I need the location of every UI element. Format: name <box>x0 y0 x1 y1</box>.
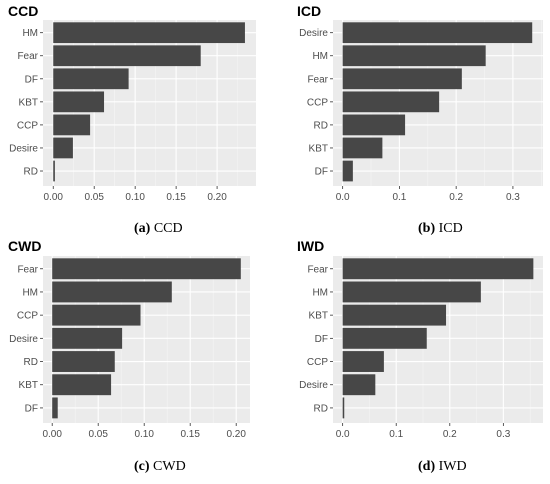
bar-df <box>52 397 58 419</box>
bar-ccp <box>52 304 141 326</box>
bar-ccp <box>342 91 440 113</box>
chart-panel-4: IWD Fear HM KBT DF CCP Desire RD 0.0 0.1 0.2 0.3 (d)… <box>297 238 543 474</box>
caption-text: CWD <box>150 459 186 474</box>
y-tick-label: Fear <box>17 264 38 275</box>
bar-fear <box>342 68 462 90</box>
x-tick-label: 0.3 <box>496 429 510 440</box>
bar-kbt <box>342 137 383 159</box>
bar-df <box>53 68 129 90</box>
caption-text: IWD <box>435 459 467 474</box>
x-tick-label: 0.15 <box>180 429 200 440</box>
bar-rd <box>53 160 55 182</box>
bar-desire <box>53 137 73 159</box>
caption-text: CCD <box>150 221 182 236</box>
y-tick-label: CCP <box>307 357 328 368</box>
bar-fear <box>53 45 201 67</box>
y-tick-label: DF <box>315 334 328 345</box>
x-tick-label: 0.1 <box>389 429 403 440</box>
y-tick-label: HM <box>22 28 38 39</box>
bar-desire <box>52 327 123 349</box>
y-tick-label: HM <box>312 51 328 62</box>
x-tick-label: 0.15 <box>166 192 186 203</box>
bar-hm <box>342 45 486 67</box>
caption-tag: (c) <box>134 459 150 474</box>
x-tick-label: 0.10 <box>134 429 154 440</box>
bar-fear <box>52 258 241 280</box>
x-tick-label: 0.00 <box>42 429 62 440</box>
bar-ccp <box>53 114 91 136</box>
y-tick-label: RD <box>24 167 38 178</box>
bar-rd <box>342 397 345 419</box>
y-tick-label: Desire <box>299 28 328 39</box>
panel-caption: (d) IWD <box>418 459 467 474</box>
x-tick-label: 0.0 <box>336 192 350 203</box>
y-tick-label: Desire <box>299 380 328 391</box>
y-tick-label: RD <box>24 357 38 368</box>
bar-kbt <box>342 304 447 326</box>
bar-desire <box>342 374 376 396</box>
x-tick-label: 0.20 <box>207 192 227 203</box>
x-tick-label: 0.3 <box>506 192 520 203</box>
y-tick-label: KBT <box>309 143 328 154</box>
bar-df <box>342 160 353 182</box>
caption-tag: (a) <box>134 221 151 236</box>
x-tick-label: 0.0 <box>336 429 350 440</box>
bar-kbt <box>52 374 112 396</box>
bar-hm <box>342 281 481 303</box>
y-tick-label: DF <box>315 167 328 178</box>
x-tick-label: 0.00 <box>44 192 64 203</box>
y-tick-label: Desire <box>9 143 38 154</box>
y-tick-label: CCP <box>307 97 328 108</box>
y-tick-label: KBT <box>19 380 38 391</box>
chart-title: CCD <box>8 3 38 19</box>
bar-ccp <box>342 351 384 372</box>
caption-text: ICD <box>435 221 463 236</box>
chart-panel-3: CWD Fear HM CCP Desire RD KBT DF 0.00 0.05 0.10 0.1… <box>8 238 250 474</box>
panel-caption: (b) ICD <box>418 221 463 236</box>
bar-desire <box>342 22 533 44</box>
bar-rd <box>342 114 406 136</box>
panel-caption: (c) CWD <box>134 459 186 474</box>
bar-df <box>342 327 427 349</box>
caption-tag: (d) <box>418 459 435 474</box>
bar-hm <box>53 22 245 44</box>
y-tick-label: CCP <box>17 311 38 322</box>
y-tick-label: Desire <box>9 334 38 345</box>
x-tick-label: 0.05 <box>84 192 104 203</box>
bar-fear <box>342 258 534 280</box>
x-tick-label: 0.10 <box>125 192 145 203</box>
bar-kbt <box>53 91 105 113</box>
x-tick-label: 0.05 <box>88 429 108 440</box>
x-tick-label: 0.2 <box>443 429 457 440</box>
y-tick-label: KBT <box>19 97 38 108</box>
y-tick-label: RD <box>314 403 328 414</box>
caption-tag: (b) <box>418 221 435 236</box>
x-tick-label: 0.20 <box>226 429 246 440</box>
y-tick-label: DF <box>25 74 38 85</box>
x-tick-label: 0.2 <box>449 192 463 203</box>
y-tick-label: Fear <box>17 51 38 62</box>
bar-hm <box>52 281 172 303</box>
chart-title: CWD <box>8 238 41 254</box>
y-tick-label: CCP <box>17 120 38 131</box>
y-tick-label: Fear <box>307 264 328 275</box>
y-tick-label: HM <box>22 287 38 298</box>
y-tick-label: Fear <box>307 74 328 85</box>
chart-panel-1: CCD HM Fear DF KBT CCP Desire RD 0.00 0.05 0.10 0.1… <box>8 3 256 236</box>
x-tick-label: 0.1 <box>392 192 406 203</box>
bar-rd <box>52 351 115 372</box>
y-tick-label: RD <box>314 120 328 131</box>
chart-title: IWD <box>297 238 324 254</box>
y-tick-label: HM <box>312 287 328 298</box>
y-tick-label: KBT <box>309 311 328 322</box>
chart-panel-2: ICD Desire HM Fear CCP RD KBT DF 0.0 0.1 0.2 0.3 (b)… <box>297 3 543 236</box>
y-tick-label: DF <box>25 403 38 414</box>
chart-title: ICD <box>297 3 321 19</box>
panel-caption: (a) CCD <box>134 221 183 236</box>
